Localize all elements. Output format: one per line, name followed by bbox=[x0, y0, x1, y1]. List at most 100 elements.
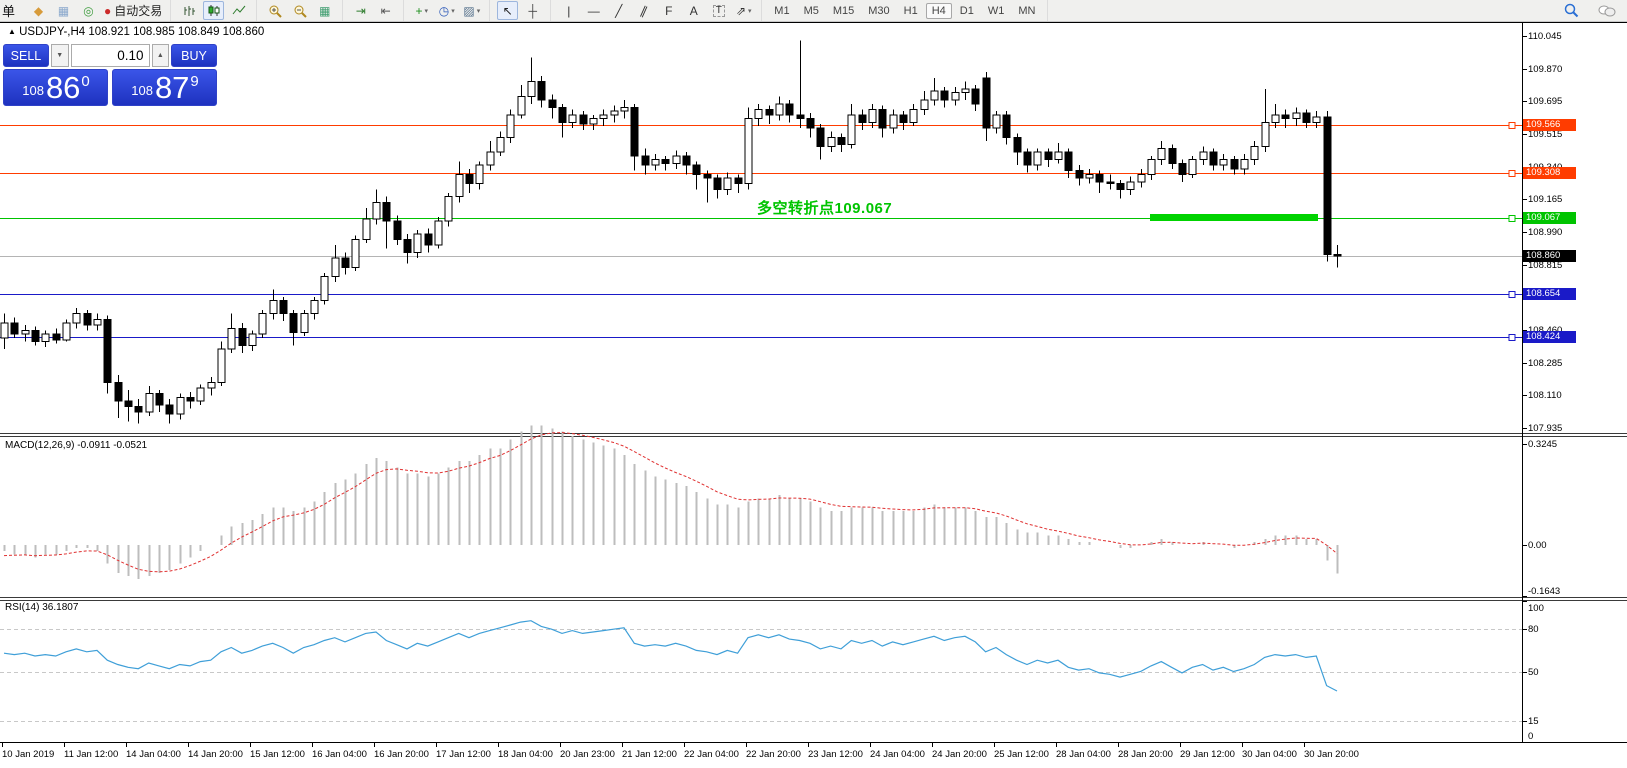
candle-body bbox=[558, 107, 567, 123]
dropdown-arrow-icon[interactable]: ▾ bbox=[476, 7, 481, 15]
new-order-icon[interactable]: ◆ bbox=[28, 1, 49, 20]
volume-decrease-button[interactable]: ▼ bbox=[50, 44, 69, 67]
text-icon: A bbox=[689, 3, 698, 18]
zoom-out-icon[interactable] bbox=[289, 1, 310, 20]
candlestick-chart-icon[interactable] bbox=[203, 1, 225, 20]
chat-icon[interactable] bbox=[1596, 1, 1617, 20]
bar-chart-icon[interactable] bbox=[178, 1, 199, 20]
dropdown-arrow-icon[interactable]: ▾ bbox=[451, 7, 455, 15]
candle-body bbox=[1085, 173, 1094, 179]
fibonacci-icon[interactable]: F bbox=[658, 1, 679, 20]
profile-charts-icon[interactable]: ▦ bbox=[53, 1, 74, 20]
time-axis-label: 23 Jan 12:00 bbox=[808, 749, 863, 760]
dropdown-arrow-icon[interactable]: ▾ bbox=[424, 7, 429, 15]
hline-handle[interactable] bbox=[1508, 291, 1516, 298]
rsi-pane-title: RSI(14) 36.1807 bbox=[5, 602, 79, 613]
hline-handle[interactable] bbox=[1508, 122, 1516, 129]
candle-body bbox=[754, 108, 763, 120]
vertical-line-icon[interactable]: | bbox=[558, 1, 579, 20]
candle-body bbox=[816, 127, 825, 148]
time-axis-label: 28 Jan 20:00 bbox=[1118, 749, 1173, 760]
candle-body bbox=[878, 108, 887, 129]
price-tick-label: 109.695 bbox=[1528, 96, 1563, 108]
candle-body bbox=[382, 201, 391, 222]
auto-scroll-icon[interactable]: ⇥ bbox=[350, 1, 371, 20]
candle-body bbox=[0, 322, 9, 339]
horizontal-line-icon[interactable]: — bbox=[583, 1, 604, 20]
arrows-icon[interactable]: ⇗ ▾ bbox=[733, 1, 754, 20]
candle-body bbox=[940, 90, 949, 101]
volume-increase-button[interactable]: ▲ bbox=[151, 44, 170, 67]
candle-body bbox=[362, 218, 371, 240]
crosshair-icon[interactable]: ┼ bbox=[522, 1, 543, 20]
time-axis-label: 30 Jan 04:00 bbox=[1242, 749, 1297, 760]
hline-handle[interactable] bbox=[1508, 334, 1516, 341]
timeframe-D1[interactable]: D1 bbox=[959, 4, 974, 17]
timeframe-M30[interactable]: M30 bbox=[868, 4, 890, 17]
trader-annotation-text[interactable]: 多空转折点109.067 bbox=[757, 200, 893, 217]
candle-body bbox=[52, 333, 61, 341]
signal-icon[interactable]: ◎ bbox=[78, 1, 99, 20]
tile-windows-icon[interactable]: ▦ bbox=[314, 1, 335, 20]
autotrade-button[interactable]: ● 自动交易 bbox=[103, 1, 163, 20]
candle-body bbox=[1044, 151, 1053, 161]
candle-body bbox=[1054, 151, 1063, 161]
time-axis-label: 11 Jan 12:00 bbox=[64, 749, 119, 760]
candle-body bbox=[1188, 159, 1197, 175]
indicators-icon[interactable]: + ▾ bbox=[411, 1, 432, 20]
line-chart-icon[interactable] bbox=[228, 1, 249, 20]
candle-body bbox=[217, 348, 226, 383]
timeframe-M5[interactable]: M5 bbox=[803, 4, 819, 17]
candle-body bbox=[1106, 181, 1115, 185]
candle-body bbox=[62, 322, 71, 341]
timeframe-W1[interactable]: W1 bbox=[987, 4, 1005, 17]
chart-shift-icon[interactable]: ⇤ bbox=[375, 1, 396, 20]
buy-price-button[interactable]: 108 87 9 bbox=[112, 69, 217, 106]
volume-input[interactable] bbox=[70, 44, 150, 67]
candle-body bbox=[837, 136, 846, 146]
candle-body bbox=[713, 177, 722, 190]
candle-body bbox=[961, 88, 970, 94]
hline-handle[interactable] bbox=[1508, 170, 1516, 177]
sell-button[interactable]: SELL bbox=[3, 44, 49, 67]
macd-tick-label: 0.3245 bbox=[1528, 439, 1558, 451]
zoom-in-icon[interactable] bbox=[264, 1, 285, 20]
trendline-icon[interactable]: ╱ bbox=[608, 1, 629, 20]
cursor-icon[interactable]: ↖ bbox=[497, 1, 519, 20]
candle-body bbox=[672, 155, 681, 164]
candle-body bbox=[992, 114, 1001, 129]
candle-body bbox=[21, 329, 30, 335]
profile-charts-icon: ▦ bbox=[57, 3, 70, 18]
buy-button[interactable]: BUY bbox=[171, 44, 217, 67]
templates-icon[interactable]: ▨ ▾ bbox=[461, 1, 482, 20]
search-icon[interactable] bbox=[1561, 1, 1582, 20]
price-level-chip: 109.067 bbox=[1523, 211, 1576, 224]
label-icon[interactable]: T bbox=[708, 1, 729, 20]
timeframe-M1[interactable]: M1 bbox=[774, 4, 790, 17]
candle-body bbox=[682, 155, 691, 166]
time-axis-label: 16 Jan 20:00 bbox=[374, 749, 429, 760]
timeframe-MN[interactable]: MN bbox=[1018, 4, 1036, 17]
candle-body bbox=[310, 300, 319, 315]
horizontal-line-icon: — bbox=[587, 3, 600, 18]
candle-body bbox=[300, 313, 309, 333]
price-tick-label: 109.515 bbox=[1528, 129, 1563, 141]
timeframe-M15[interactable]: M15 bbox=[832, 4, 855, 17]
macd-tick-label: -0.1643 bbox=[1528, 586, 1561, 597]
price-tick-label: 107.935 bbox=[1528, 422, 1563, 434]
text-icon[interactable]: A bbox=[683, 1, 704, 20]
sell-price-button[interactable]: 108 86 0 bbox=[3, 69, 108, 106]
candle-body bbox=[548, 99, 557, 109]
panel-collapse-arrow[interactable]: ▲ bbox=[8, 27, 16, 36]
periods-icon[interactable]: ◷ ▾ bbox=[436, 1, 457, 20]
candle-body bbox=[10, 322, 19, 335]
candle-body bbox=[1219, 159, 1228, 166]
support-highlight-segment[interactable] bbox=[1150, 214, 1318, 222]
timeframe-H1[interactable]: H1 bbox=[903, 4, 918, 17]
timeframe-H4[interactable]: H4 bbox=[925, 2, 952, 19]
hline-handle[interactable] bbox=[1508, 215, 1516, 222]
dropdown-arrow-icon[interactable]: ▾ bbox=[748, 7, 752, 15]
channel-icon[interactable]: ∥ bbox=[633, 1, 654, 20]
